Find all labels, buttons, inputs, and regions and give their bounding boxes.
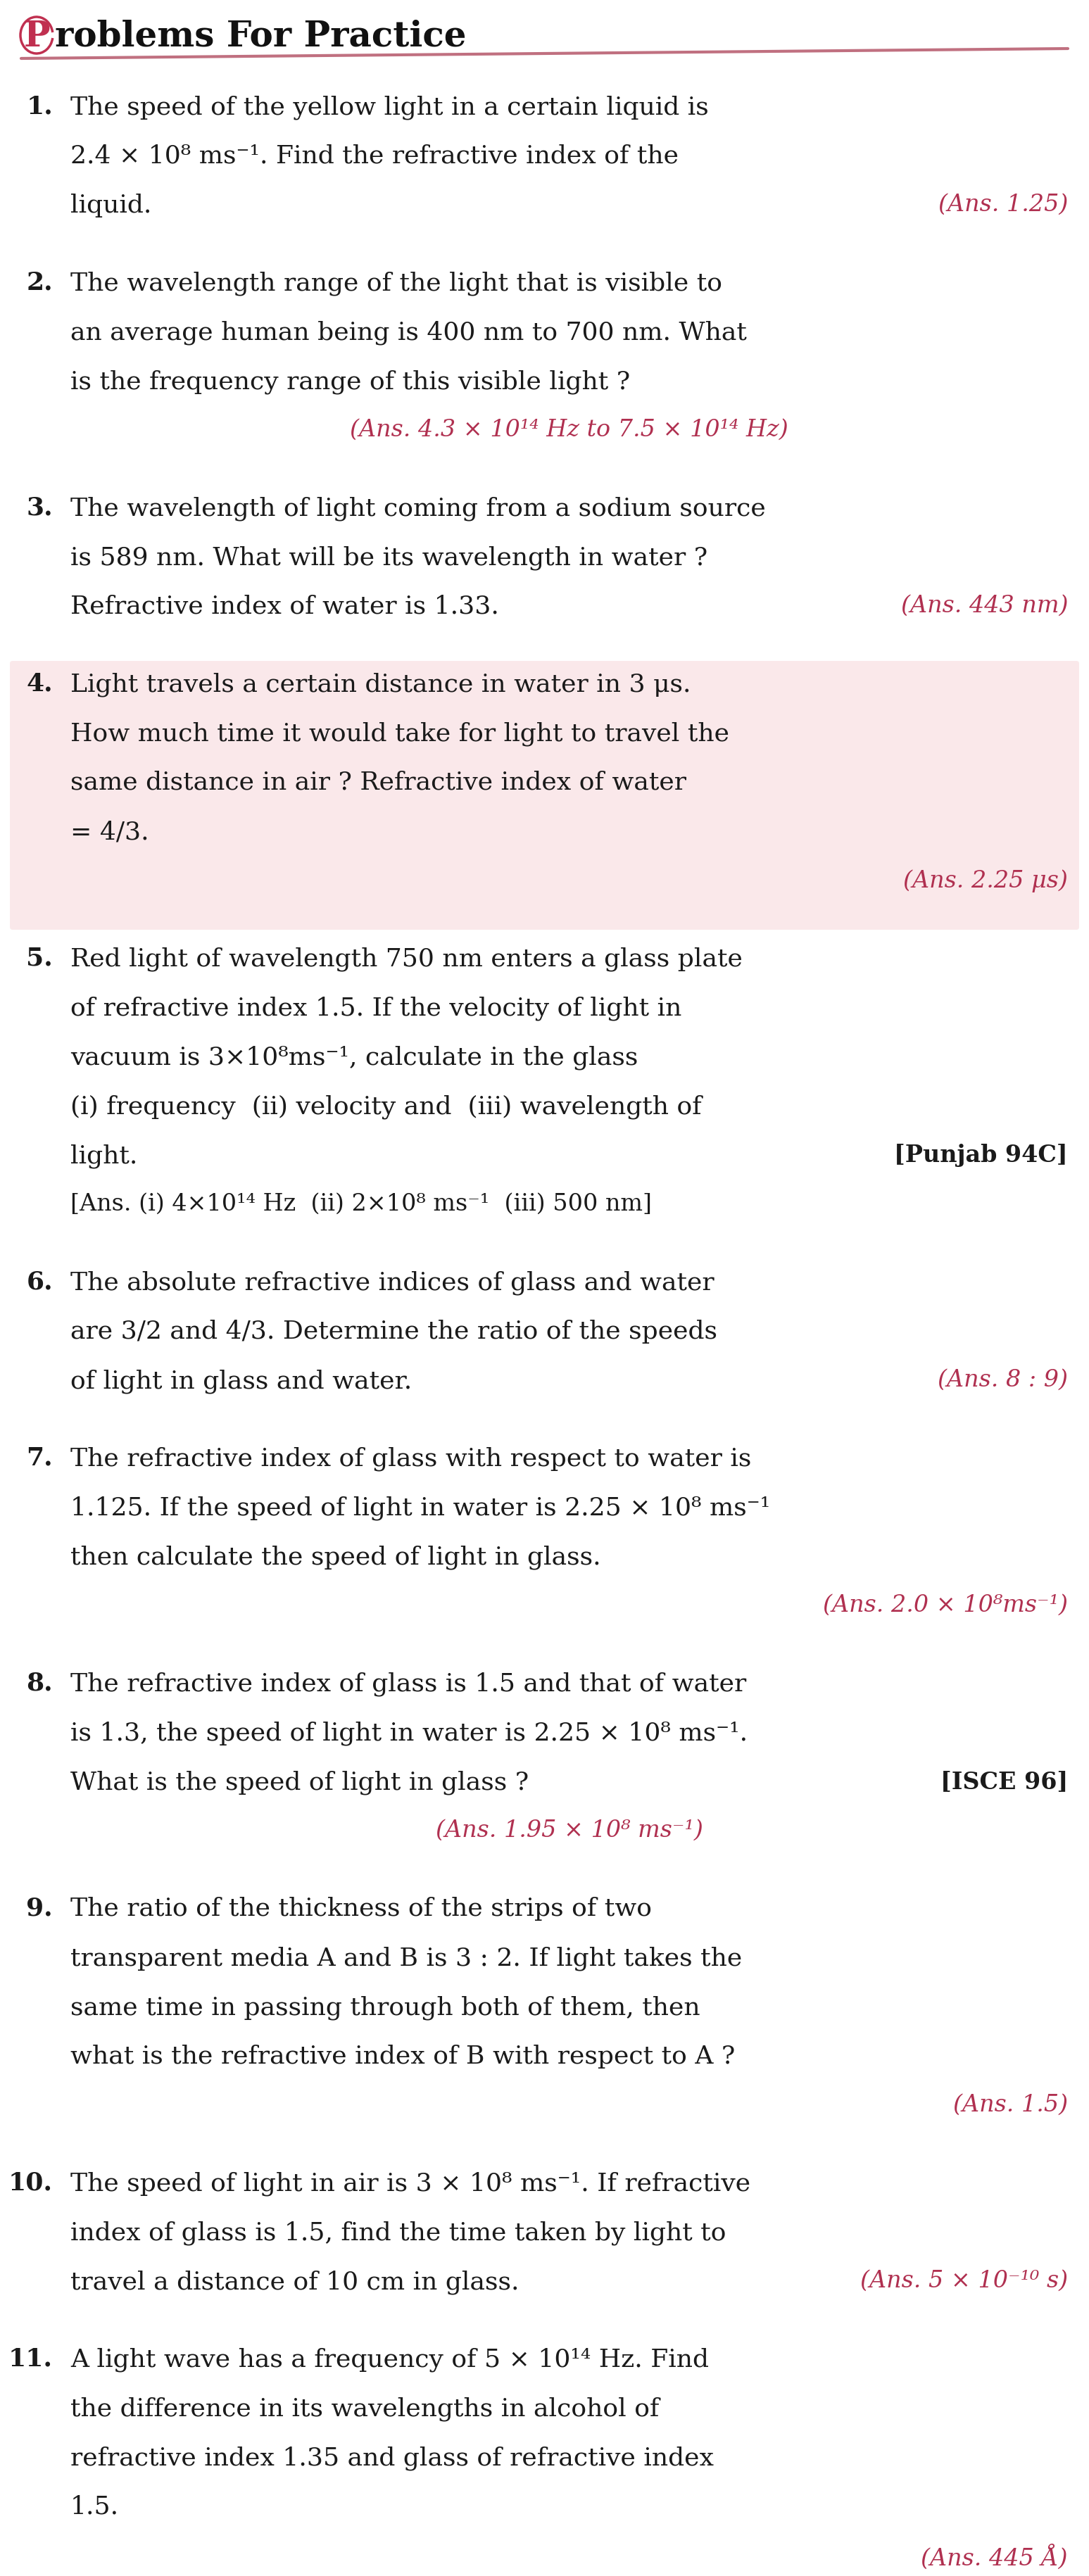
Text: 4.: 4. [26, 672, 52, 696]
Text: (Ans. 445 Å): (Ans. 445 Å) [921, 2545, 1068, 2571]
Text: 9.: 9. [26, 1896, 52, 1922]
Text: The wavelength of light coming from a sodium source: The wavelength of light coming from a so… [71, 497, 766, 520]
Text: Light travels a certain distance in water in 3 μs.: Light travels a certain distance in wate… [71, 672, 690, 696]
Text: 2.4 × 10⁸ ms⁻¹. Find the refractive index of the: 2.4 × 10⁸ ms⁻¹. Find the refractive inde… [71, 144, 678, 167]
Text: (i) frequency  (ii) velocity and  (iii) wavelength of: (i) frequency (ii) velocity and (iii) wa… [71, 1095, 701, 1118]
Text: The speed of light in air is 3 × 10⁸ ms⁻¹. If refractive: The speed of light in air is 3 × 10⁸ ms⁻… [71, 2172, 750, 2195]
Text: (Ans. 1.95 × 10⁸ ms⁻¹): (Ans. 1.95 × 10⁸ ms⁻¹) [436, 1819, 702, 1842]
Text: what is the refractive index of B with respect to A ?: what is the refractive index of B with r… [71, 2045, 735, 2069]
Text: The absolute refractive indices of glass and water: The absolute refractive indices of glass… [71, 1270, 714, 1296]
Text: [Punjab 94C]: [Punjab 94C] [894, 1144, 1068, 1167]
Text: [ISCE 96]: [ISCE 96] [940, 1770, 1068, 1793]
Text: How much time it would take for light to travel the: How much time it would take for light to… [71, 721, 730, 744]
Text: 6.: 6. [26, 1270, 52, 1293]
Text: transparent media A and B is 3 : 2. If light takes the: transparent media A and B is 3 : 2. If l… [71, 1945, 742, 1971]
Text: 5.: 5. [26, 945, 52, 971]
Text: (Ans. 8 : 9): (Ans. 8 : 9) [938, 1368, 1068, 1391]
Text: 7.: 7. [26, 1445, 52, 1471]
Text: liquid.: liquid. [71, 193, 151, 216]
Text: then calculate the speed of light in glass.: then calculate the speed of light in gla… [71, 1546, 601, 1569]
Text: index of glass is 1.5, find the time taken by light to: index of glass is 1.5, find the time tak… [71, 2221, 726, 2244]
Text: 2.: 2. [26, 270, 52, 294]
Text: The refractive index of glass with respect to water is: The refractive index of glass with respe… [71, 1445, 751, 1471]
Text: light.: light. [71, 1144, 137, 1167]
Text: (Ans. 1.5): (Ans. 1.5) [953, 2094, 1068, 2117]
Text: (Ans. 2.0 × 10⁸ms⁻¹): (Ans. 2.0 × 10⁸ms⁻¹) [823, 1595, 1068, 1618]
Text: 11.: 11. [9, 2347, 52, 2370]
FancyBboxPatch shape [10, 662, 1079, 930]
Text: is 1.3, the speed of light in water is 2.25 × 10⁸ ms⁻¹.: is 1.3, the speed of light in water is 2… [71, 1721, 748, 1744]
Text: is the frequency range of this visible light ?: is the frequency range of this visible l… [71, 368, 631, 394]
Text: The speed of the yellow light in a certain liquid is: The speed of the yellow light in a certa… [71, 95, 709, 118]
Text: Refractive index of water is 1.33.: Refractive index of water is 1.33. [71, 595, 499, 618]
Text: same distance in air ? Refractive index of water: same distance in air ? Refractive index … [71, 770, 686, 793]
Text: [Ans. (i) 4×10¹⁴ Hz  (ii) 2×10⁸ ms⁻¹  (iii) 500 nm]: [Ans. (i) 4×10¹⁴ Hz (ii) 2×10⁸ ms⁻¹ (iii… [71, 1193, 652, 1216]
Text: of light in glass and water.: of light in glass and water. [71, 1368, 412, 1394]
Text: same time in passing through both of them, then: same time in passing through both of the… [71, 1996, 700, 2020]
Text: A light wave has a frequency of 5 × 10¹⁴ Hz. Find: A light wave has a frequency of 5 × 10¹⁴… [71, 2347, 709, 2372]
Text: 1.5.: 1.5. [71, 2496, 119, 2519]
Text: (Ans. 5 × 10⁻¹⁰ s): (Ans. 5 × 10⁻¹⁰ s) [860, 2269, 1068, 2293]
Text: 3.: 3. [26, 497, 52, 520]
Text: 8.: 8. [26, 1672, 52, 1695]
Text: vacuum is 3×10⁸ms⁻¹, calculate in the glass: vacuum is 3×10⁸ms⁻¹, calculate in the gl… [71, 1046, 638, 1069]
Text: (Ans. 4.3 × 10¹⁴ Hz to 7.5 × 10¹⁴ Hz): (Ans. 4.3 × 10¹⁴ Hz to 7.5 × 10¹⁴ Hz) [350, 420, 788, 440]
Text: is 589 nm. What will be its wavelength in water ?: is 589 nm. What will be its wavelength i… [71, 546, 708, 569]
Text: roblems For Practice: roblems For Practice [54, 21, 466, 54]
Text: (Ans. 2.25 μs): (Ans. 2.25 μs) [903, 868, 1068, 891]
Text: The wavelength range of the light that is visible to: The wavelength range of the light that i… [71, 270, 722, 296]
Text: the difference in its wavelengths in alcohol of: the difference in its wavelengths in alc… [71, 2396, 659, 2421]
Text: What is the speed of light in glass ?: What is the speed of light in glass ? [71, 1770, 529, 1795]
Text: The ratio of the thickness of the strips of two: The ratio of the thickness of the strips… [71, 1896, 652, 1922]
Text: (Ans. 1.25): (Ans. 1.25) [938, 193, 1068, 216]
Text: of refractive index 1.5. If the velocity of light in: of refractive index 1.5. If the velocity… [71, 997, 682, 1020]
Text: 1.125. If the speed of light in water is 2.25 × 10⁸ ms⁻¹: 1.125. If the speed of light in water is… [71, 1497, 770, 1520]
Text: P: P [23, 21, 50, 54]
Text: = 4/3.: = 4/3. [71, 819, 149, 845]
Text: are 3/2 and 4/3. Determine the ratio of the speeds: are 3/2 and 4/3. Determine the ratio of … [71, 1319, 718, 1345]
Text: an average human being is 400 nm to 700 nm. What: an average human being is 400 nm to 700 … [71, 319, 747, 345]
Text: refractive index 1.35 and glass of refractive index: refractive index 1.35 and glass of refra… [71, 2445, 713, 2470]
Text: travel a distance of 10 cm in glass.: travel a distance of 10 cm in glass. [71, 2269, 519, 2295]
Text: (Ans. 443 nm): (Ans. 443 nm) [901, 595, 1068, 618]
Text: 10.: 10. [9, 2172, 52, 2195]
Text: 1.: 1. [26, 95, 52, 118]
Text: The refractive index of glass is 1.5 and that of water: The refractive index of glass is 1.5 and… [71, 1672, 746, 1695]
Text: Red light of wavelength 750 nm enters a glass plate: Red light of wavelength 750 nm enters a … [71, 945, 743, 971]
